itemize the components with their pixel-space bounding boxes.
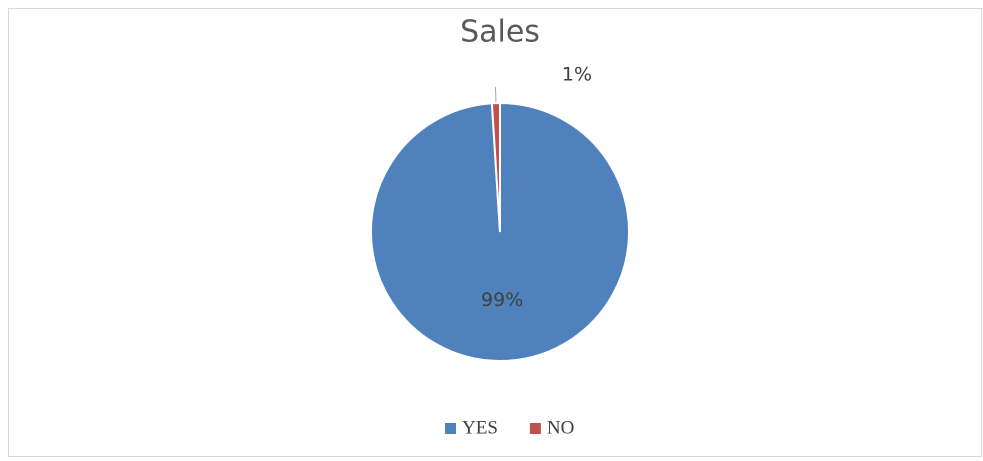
legend-label: YES (462, 417, 498, 438)
data-label: 1% (562, 64, 592, 86)
legend-swatch (445, 423, 456, 434)
legend-label: NO (547, 417, 574, 438)
data-label: 99% (481, 289, 523, 311)
chart-title: Sales (460, 15, 540, 50)
legend-swatch (529, 423, 541, 434)
pie-slice (490, 101, 501, 233)
